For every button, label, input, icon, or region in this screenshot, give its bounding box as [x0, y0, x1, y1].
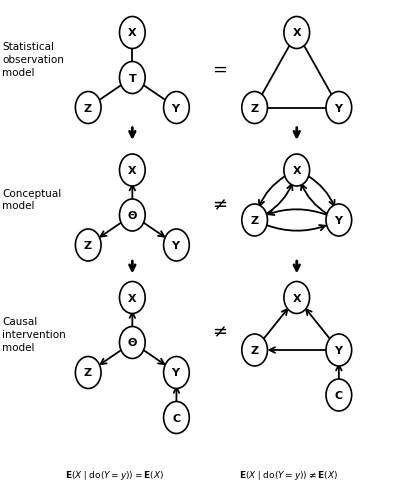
Circle shape	[164, 356, 189, 388]
Text: $\mathbf{X}$: $\mathbf{X}$	[292, 292, 302, 304]
Circle shape	[164, 229, 189, 261]
Circle shape	[164, 92, 189, 124]
Text: $\mathbf{X}$: $\mathbf{X}$	[127, 292, 138, 304]
Circle shape	[284, 282, 310, 314]
Text: $\neq$: $\neq$	[209, 324, 228, 342]
Circle shape	[119, 282, 145, 314]
Circle shape	[119, 62, 145, 94]
Text: $\mathbf{C}$: $\mathbf{C}$	[172, 412, 181, 424]
Text: $\mathbf{Z}$: $\mathbf{Z}$	[83, 102, 93, 114]
Text: $\mathbf{E}(X \mid \mathrm{do}(Y=y)) \neq \mathbf{E}(X)$: $\mathbf{E}(X \mid \mathrm{do}(Y=y)) \ne…	[239, 468, 338, 481]
Circle shape	[284, 154, 310, 186]
Circle shape	[119, 16, 145, 48]
Text: $\mathbf{Y}$: $\mathbf{Y}$	[171, 102, 182, 114]
Circle shape	[119, 154, 145, 186]
Text: $\mathbf{X}$: $\mathbf{X}$	[292, 26, 302, 38]
Circle shape	[119, 326, 145, 358]
Text: $\mathbf{X}$: $\mathbf{X}$	[292, 164, 302, 176]
Circle shape	[75, 92, 101, 124]
Circle shape	[326, 92, 352, 124]
Text: $\mathbf{Z}$: $\mathbf{Z}$	[250, 214, 259, 226]
Circle shape	[284, 16, 310, 48]
Circle shape	[75, 356, 101, 388]
Circle shape	[164, 402, 189, 434]
Text: Conceptual
model: Conceptual model	[2, 188, 61, 212]
Text: $=$: $=$	[209, 60, 228, 78]
Circle shape	[242, 334, 267, 366]
Text: $\mathbf{X}$: $\mathbf{X}$	[127, 164, 138, 176]
Circle shape	[242, 92, 267, 124]
Text: $\mathbf{Z}$: $\mathbf{Z}$	[83, 239, 93, 251]
Text: $\mathbf{Z}$: $\mathbf{Z}$	[250, 102, 259, 114]
Text: Statistical
observation
model: Statistical observation model	[2, 42, 64, 78]
Text: $\mathbf{Y}$: $\mathbf{Y}$	[171, 239, 182, 251]
Circle shape	[326, 334, 352, 366]
Circle shape	[242, 204, 267, 236]
Text: $\mathbf{Y}$: $\mathbf{Y}$	[171, 366, 182, 378]
Text: $\mathbf{Z}$: $\mathbf{Z}$	[83, 366, 93, 378]
Text: $\mathbf{Y}$: $\mathbf{Y}$	[334, 214, 344, 226]
Text: Causal
intervention
model: Causal intervention model	[2, 317, 66, 353]
Text: $\mathbf{\Theta}$: $\mathbf{\Theta}$	[127, 209, 138, 221]
Text: $\mathbf{E}(X \mid \mathrm{do}(Y=y)) = \mathbf{E}(X)$: $\mathbf{E}(X \mid \mathrm{do}(Y=y)) = \…	[65, 468, 164, 481]
Circle shape	[326, 379, 352, 411]
Text: $\mathbf{Z}$: $\mathbf{Z}$	[250, 344, 259, 356]
Circle shape	[75, 229, 101, 261]
Circle shape	[119, 199, 145, 231]
Text: $\mathbf{C}$: $\mathbf{C}$	[334, 389, 344, 401]
Circle shape	[326, 204, 352, 236]
Text: $\mathbf{\Theta}$: $\mathbf{\Theta}$	[127, 336, 138, 348]
Text: $\mathbf{Y}$: $\mathbf{Y}$	[334, 102, 344, 114]
Text: $\mathbf{Y}$: $\mathbf{Y}$	[334, 344, 344, 356]
Text: $\mathbf{X}$: $\mathbf{X}$	[127, 26, 138, 38]
Text: $\neq$: $\neq$	[209, 196, 228, 214]
Text: $\mathbf{T}$: $\mathbf{T}$	[128, 72, 137, 84]
